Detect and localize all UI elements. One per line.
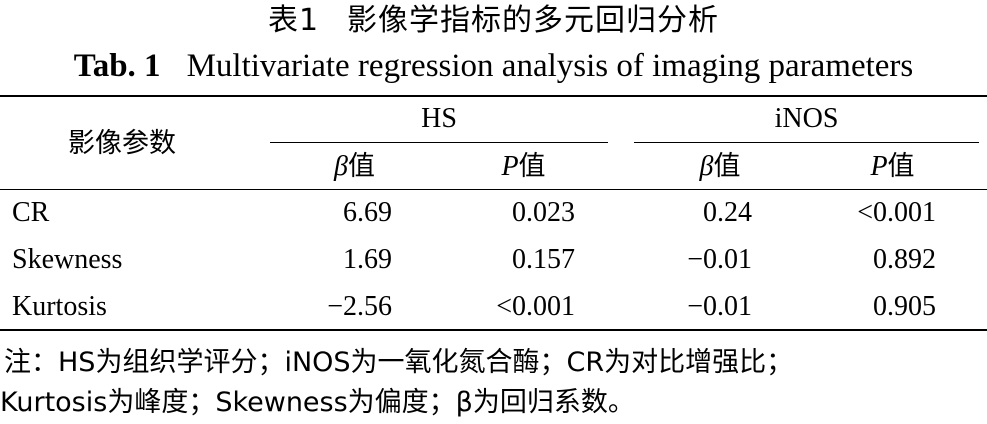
- row-name: CR: [12, 197, 50, 228]
- value-label: 值: [518, 151, 546, 182]
- title-text-en: Multivariate regression analysis of imag…: [186, 48, 914, 84]
- title-text-cn: 影像学指标的多元回归分析: [347, 3, 720, 38]
- row-name: Skewness: [12, 244, 123, 275]
- inos-p-value: 0.892: [873, 244, 936, 275]
- inos-group-rule: [634, 142, 979, 143]
- beta-symbol: β: [699, 151, 714, 182]
- table-title-chinese: 表1 影像学指标的多元回归分析: [0, 2, 987, 40]
- table-note-line-1: 注：HS为组织学评分；iNOS为一氧化氮合酶；CR为对比增强比；: [4, 347, 794, 378]
- hs-group-rule: [270, 142, 608, 143]
- table-number-en: Tab. 1: [73, 48, 161, 84]
- value-label: 值: [347, 151, 375, 182]
- table-number-cn: 表1: [267, 3, 320, 38]
- hs-p-value: <0.001: [496, 291, 575, 322]
- table-title-english: Tab. 1 Multivariate regression analysis o…: [0, 46, 987, 86]
- hs-p-header: P值: [439, 149, 608, 185]
- row-name: Kurtosis: [12, 291, 107, 322]
- value-label: 值: [713, 151, 741, 182]
- value-label: 值: [887, 151, 915, 182]
- inos-p-header: P值: [806, 149, 979, 185]
- inos-p-value: <0.001: [857, 197, 936, 228]
- hs-p-value: 0.157: [512, 244, 575, 275]
- p-symbol: P: [870, 151, 888, 182]
- bottom-rule: [0, 329, 987, 331]
- inos-beta-header: β值: [634, 149, 806, 185]
- inos-beta-value: −0.01: [687, 244, 752, 275]
- inos-group-header: iNOS: [774, 103, 839, 134]
- header-rule: [0, 189, 987, 190]
- hs-p-value: 0.023: [512, 197, 575, 228]
- param-header: 影像参数: [68, 128, 176, 159]
- hs-beta-value: 6.69: [343, 197, 392, 228]
- p-symbol: P: [501, 151, 519, 182]
- inos-beta-value: 0.24: [703, 197, 752, 228]
- inos-beta-value: −0.01: [687, 291, 752, 322]
- beta-symbol: β: [334, 151, 348, 182]
- hs-beta-header: β值: [270, 149, 439, 185]
- hs-group-header: HS: [421, 103, 457, 134]
- hs-beta-value: −2.56: [327, 291, 392, 322]
- hs-beta-value: 1.69: [343, 244, 392, 275]
- inos-p-value: 0.905: [873, 291, 936, 322]
- table-note-line-2: Kurtosis为峰度；Skewness为偏度；β为回归系数。: [0, 387, 635, 418]
- top-rule: [0, 95, 987, 97]
